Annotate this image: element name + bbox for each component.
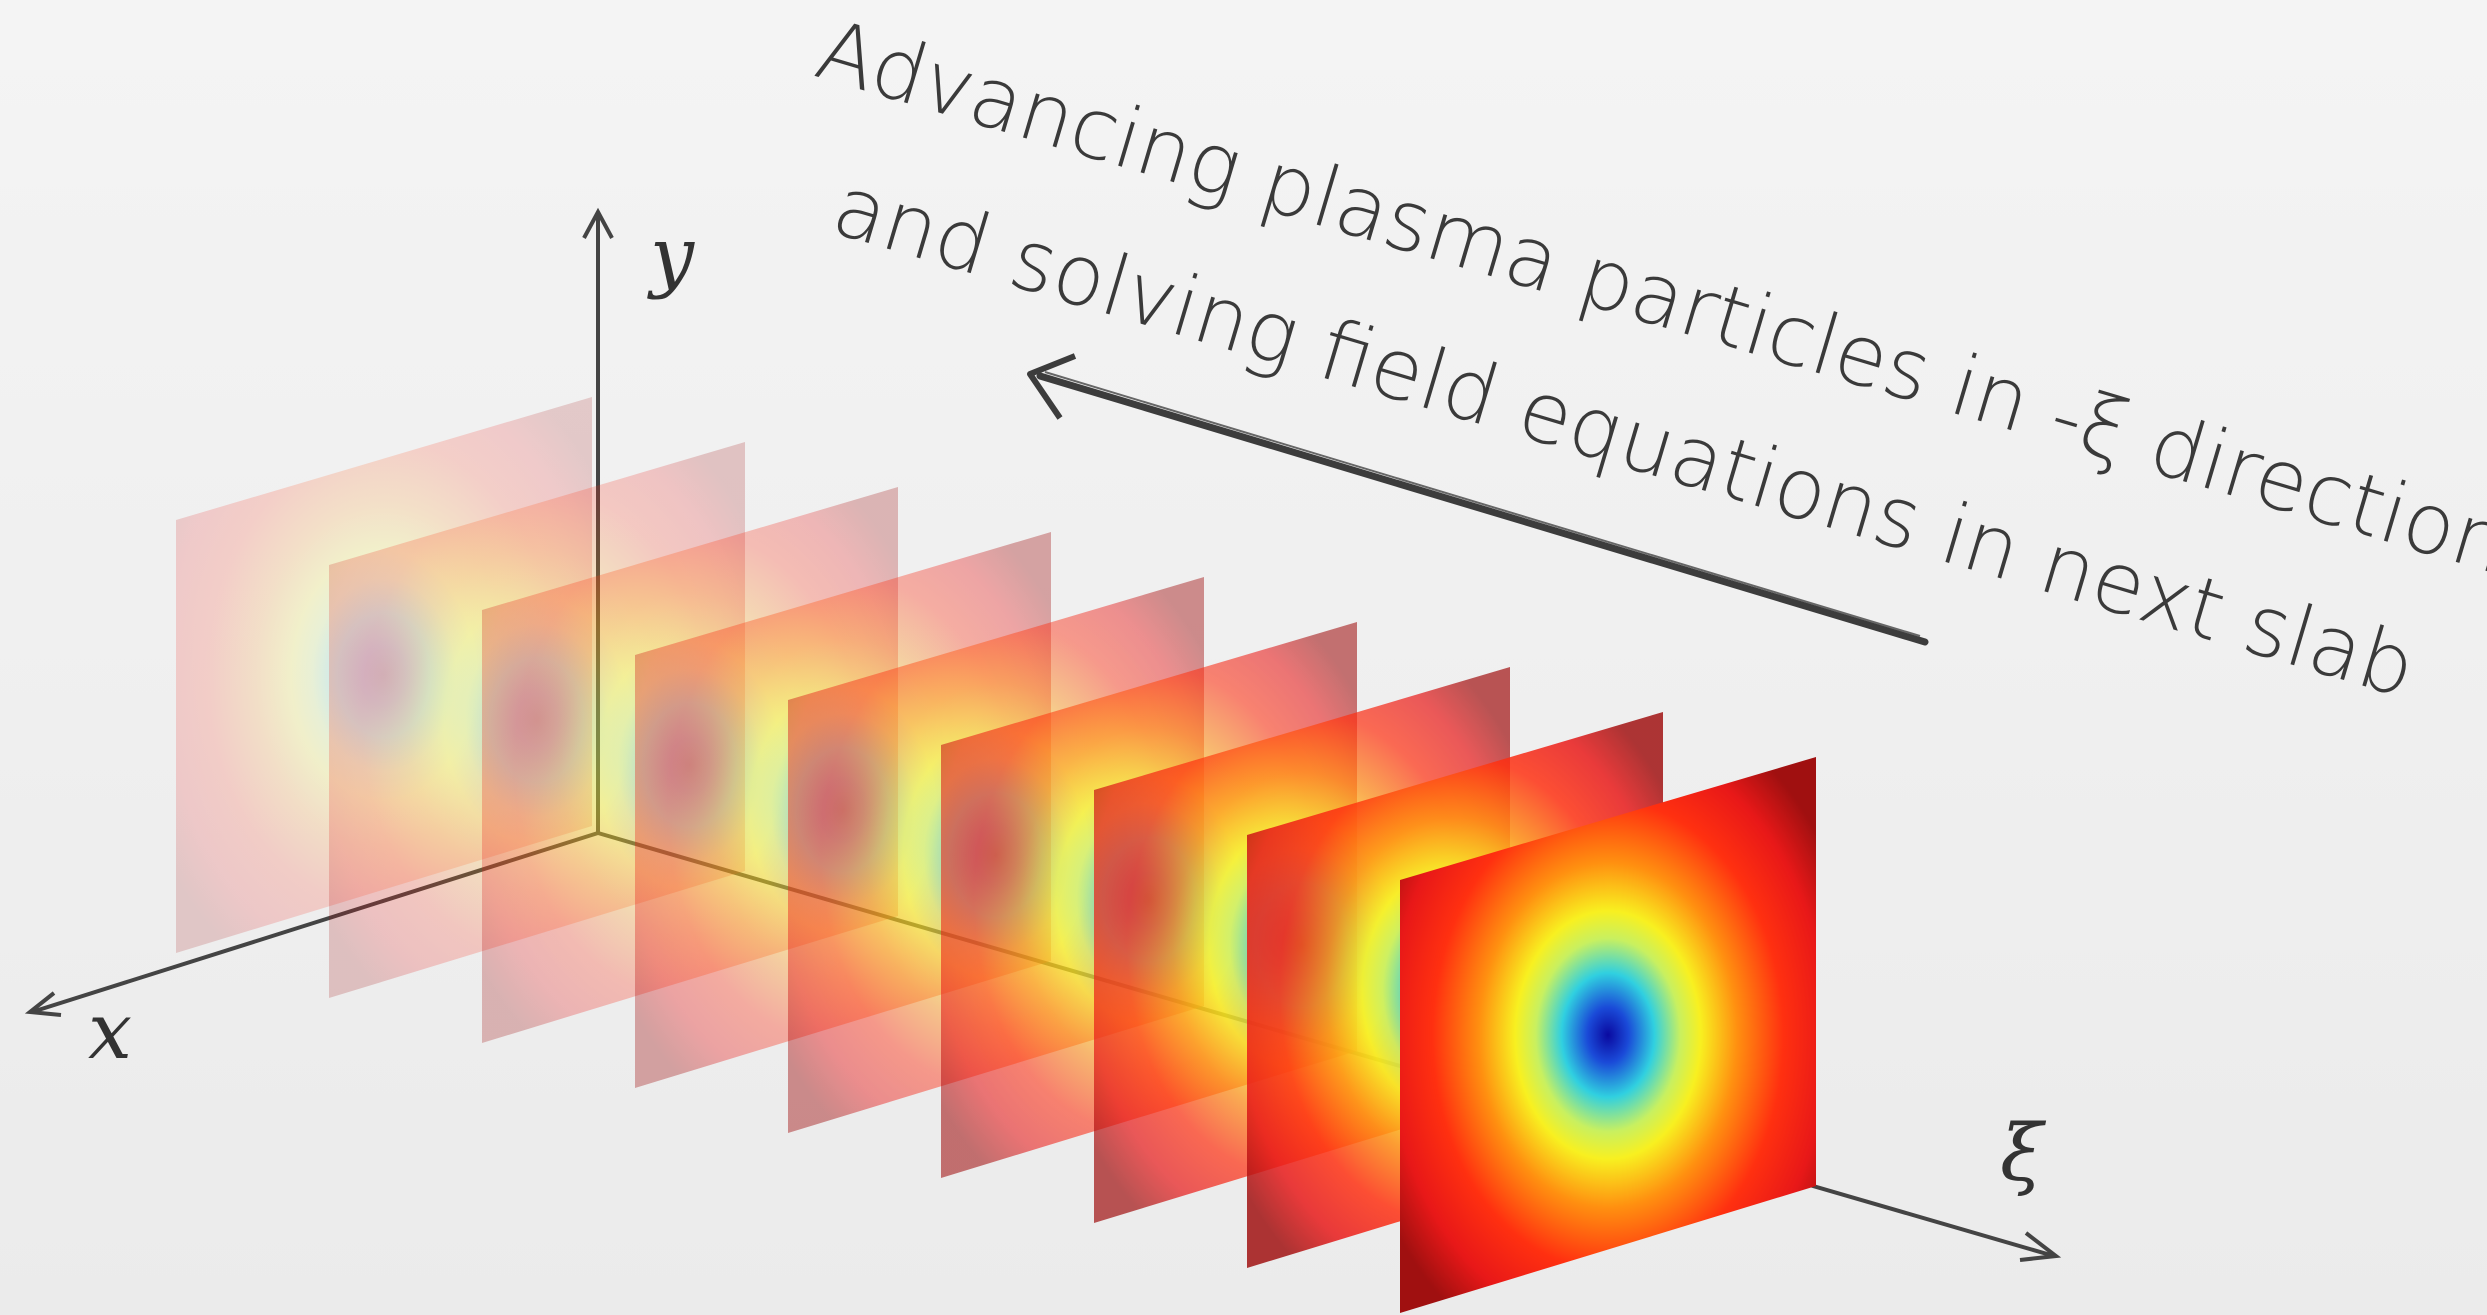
- y-label: y: [647, 211, 695, 301]
- xi-label: ξ: [2000, 1109, 2047, 1199]
- x-label: x: [88, 987, 132, 1077]
- diagram: y x ξ Advancing plasma particles in -ξ d…: [0, 0, 2487, 1315]
